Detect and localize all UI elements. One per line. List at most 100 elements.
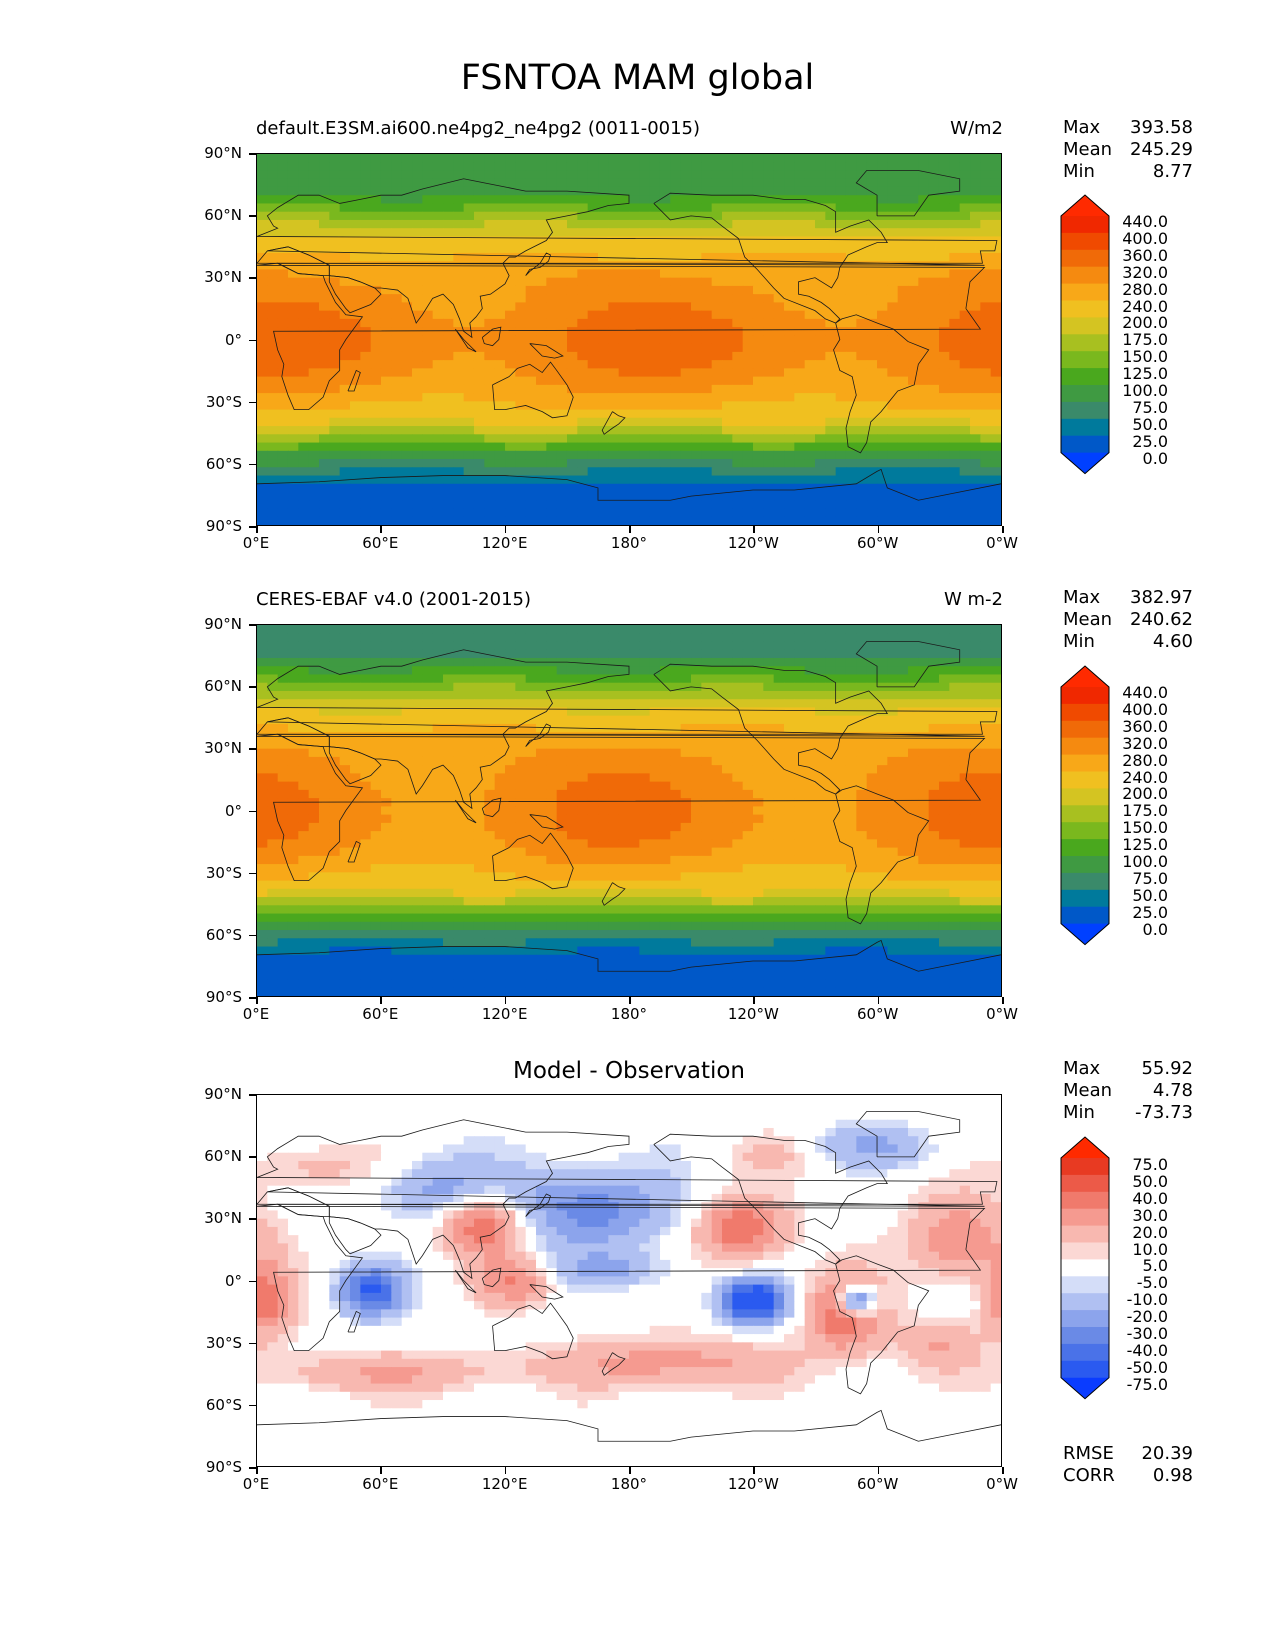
field-cell — [835, 649, 847, 659]
field-cell — [608, 335, 620, 345]
field-cell — [908, 252, 919, 262]
field-cell — [473, 236, 485, 246]
field-cell — [938, 211, 950, 221]
field-cell — [350, 244, 361, 254]
field-cell — [629, 475, 640, 485]
field-cell — [370, 409, 382, 419]
field-cell — [722, 682, 733, 692]
field-cell — [639, 442, 651, 452]
field-cell — [267, 699, 279, 709]
field-cell — [287, 186, 299, 196]
field-cell — [773, 302, 785, 312]
field-cell — [711, 154, 723, 163]
field-cell — [980, 756, 992, 766]
field-cell — [742, 765, 754, 774]
field-cell — [412, 360, 423, 369]
field-cell — [608, 806, 620, 816]
colorbar-tick-label: 75.0 — [1132, 397, 1168, 417]
field-cell — [691, 781, 702, 791]
field-cell — [784, 459, 795, 468]
field-cell — [463, 368, 475, 378]
field-cell — [505, 475, 516, 485]
field-cell — [556, 302, 568, 312]
field-cell — [370, 467, 382, 477]
field-cell — [908, 756, 919, 766]
field-cell — [494, 219, 506, 229]
field-cell — [701, 789, 713, 799]
field-cell — [804, 195, 816, 205]
field-cell — [484, 211, 496, 221]
field-cell — [970, 211, 981, 221]
field-cell — [825, 417, 837, 427]
field-cell — [380, 633, 392, 643]
field-cell — [453, 500, 465, 510]
field-cell — [732, 789, 744, 799]
field-cell — [877, 154, 888, 163]
field-cell — [990, 162, 1001, 172]
field-cell — [752, 748, 764, 758]
field-cell — [980, 434, 992, 444]
field-cell — [525, 277, 537, 287]
field-cell — [463, 335, 475, 345]
field-cell — [339, 666, 351, 676]
field-cell — [473, 723, 485, 733]
field-cell — [587, 765, 599, 774]
field-cell — [877, 459, 888, 468]
field-cell — [856, 450, 868, 460]
field-cell — [339, 277, 351, 287]
field-cell — [794, 318, 806, 328]
field-cell — [277, 236, 289, 246]
field-cell — [784, 162, 795, 172]
field-cell — [463, 649, 475, 659]
field-cell — [897, 674, 909, 684]
field-cell — [484, 806, 496, 816]
field-cell — [401, 707, 413, 717]
field-cell — [794, 335, 806, 345]
field-cell — [649, 417, 661, 427]
field-cell — [959, 277, 971, 287]
field-cell — [319, 409, 330, 419]
field-cell — [918, 195, 930, 205]
field-cell — [566, 261, 578, 271]
field-cell — [598, 236, 609, 246]
field-cell — [277, 417, 289, 427]
field-cell — [649, 219, 661, 229]
field-cell — [267, 508, 279, 518]
field-cell — [453, 277, 465, 287]
field-cell — [897, 500, 909, 510]
stat-row: Mean 245.29 — [1063, 139, 1193, 161]
field-cell — [287, 236, 299, 246]
field-cell — [546, 467, 558, 477]
field-cell — [360, 516, 372, 525]
field-cell — [525, 401, 537, 411]
field-cell — [918, 162, 930, 172]
field-cell — [970, 376, 981, 386]
field-cell — [804, 228, 816, 238]
field-cell — [308, 154, 320, 163]
field-cell — [618, 310, 630, 320]
field-cell — [391, 657, 403, 667]
field-cell — [536, 269, 547, 279]
field-cell — [339, 294, 351, 303]
field-cell — [277, 360, 289, 369]
field-cell — [701, 756, 713, 766]
field-cell — [815, 699, 826, 709]
field-cell — [763, 657, 775, 667]
field-cell — [784, 170, 795, 180]
field-cell — [370, 748, 382, 758]
field-cell — [463, 657, 475, 667]
field-cell — [742, 426, 754, 435]
field-cell — [722, 475, 733, 485]
field-cell — [990, 360, 1001, 369]
field-cell — [339, 409, 351, 419]
field-cell — [804, 492, 816, 501]
field-cell — [287, 178, 299, 188]
field-cell — [897, 277, 909, 287]
field-cell — [938, 277, 950, 287]
field-cell — [639, 269, 651, 279]
field-cell — [443, 806, 454, 816]
field-cell — [566, 244, 578, 254]
field-cell — [980, 162, 992, 172]
field-cell — [577, 228, 589, 238]
field-cell — [432, 351, 444, 361]
